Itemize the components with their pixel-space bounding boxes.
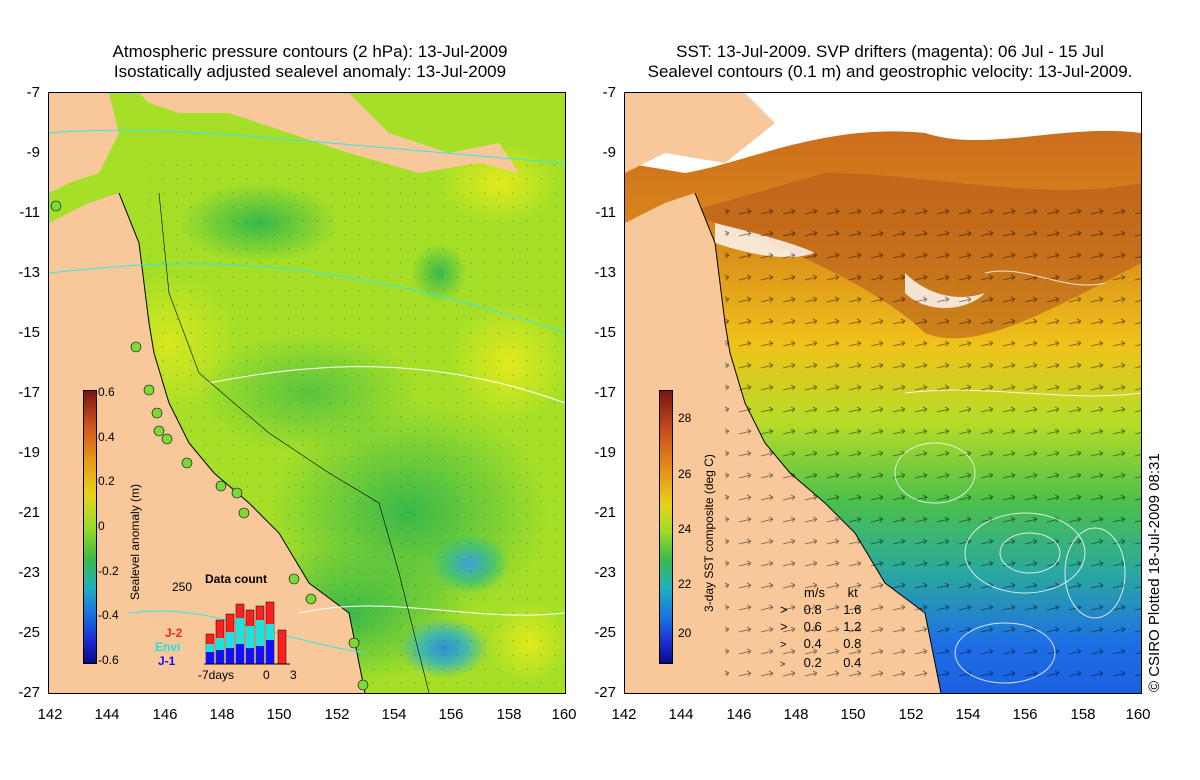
sst-colorbar-tick: 28 xyxy=(678,411,692,425)
velocity-legend-row: > 0.2 0.4 xyxy=(780,654,861,673)
right-y-tick: -7 xyxy=(602,84,616,101)
data-count-title: Data count xyxy=(205,572,268,586)
data-count-xlabel-zero: 0 xyxy=(263,668,270,682)
right-title-line1: SST: 13-Jul-2009. SVP drifters (magenta)… xyxy=(676,42,1104,61)
velocity-arrow-icon: > xyxy=(780,619,788,634)
right-x-tick: 152 xyxy=(898,706,924,723)
left-x-tick: 142 xyxy=(37,706,63,723)
right-x-tick: 142 xyxy=(611,706,637,723)
right-x-tick: 150 xyxy=(840,706,866,723)
velocity-legend: m/s kt > 0.8 1.6 > 0.6 1.2 > 0.4 0.8 > 0… xyxy=(780,584,861,673)
sealevel-anomaly-map xyxy=(48,92,566,694)
sat-label-envi: Envi xyxy=(155,640,181,654)
left-y-tick: -7 xyxy=(26,84,40,101)
left-x-tick: 148 xyxy=(209,706,235,723)
data-count-ymax: 250 xyxy=(172,580,193,594)
right-y-tick: -9 xyxy=(602,144,616,161)
left-y-tick: -9 xyxy=(26,144,40,161)
left-y-tick: -11 xyxy=(19,204,40,221)
right-x-tick: 158 xyxy=(1070,706,1096,723)
left-x-tick: 156 xyxy=(438,706,464,723)
sealevel-colorbar-label: Sealevel anomaly (m) xyxy=(128,483,142,600)
sealevel-colorbar-tick: 0.4 xyxy=(98,430,115,444)
sealevel-colorbar-tick: -0.6 xyxy=(98,653,119,667)
right-y-tick: -15 xyxy=(594,324,616,341)
velocity-legend-kt-header: kt xyxy=(847,585,858,600)
data-count-bars xyxy=(205,601,287,665)
right-x-tick: 156 xyxy=(1012,706,1038,723)
left-y-tick: -19 xyxy=(18,444,40,461)
left-x-tick: 152 xyxy=(324,706,350,723)
left-y-tick: -15 xyxy=(18,324,40,341)
sst-colorbar-tick: 24 xyxy=(678,522,692,536)
sat-label-j2: J-2 xyxy=(165,626,183,640)
velocity-legend-header: m/s kt xyxy=(780,584,861,601)
left-title-line1: Atmospheric pressure contours (2 hPa): 1… xyxy=(112,42,508,61)
credit-text: © CSIRO Plotted 18-Jul-2009 08:31 xyxy=(1146,453,1163,692)
sst-colorbar-label: 3-day SST composite (deg C) xyxy=(702,454,716,612)
right-x-tick: 144 xyxy=(668,706,694,723)
sealevel-colorbar-tick: -0.4 xyxy=(98,608,119,622)
sst-colorbar xyxy=(659,390,673,664)
left-x-tick: 158 xyxy=(496,706,522,723)
left-y-tick: -17 xyxy=(18,384,40,401)
data-count-chart xyxy=(204,601,290,665)
velocity-arrow-icon: > xyxy=(780,659,786,669)
right-x-tick: 148 xyxy=(783,706,809,723)
velocity-legend-row: > 0.4 0.8 xyxy=(780,635,861,654)
left-y-tick: -23 xyxy=(18,564,40,581)
sst-colorbar-tick: 20 xyxy=(678,626,692,640)
velocity-legend-row: > 0.8 1.6 xyxy=(780,602,862,617)
right-x-tick: 154 xyxy=(955,706,981,723)
right-y-tick: -11 xyxy=(595,204,616,221)
sst-colorbar-tick: 26 xyxy=(678,467,692,481)
left-y-tick: -21 xyxy=(18,504,40,521)
left-x-tick: 146 xyxy=(152,706,178,723)
left-title-line2: Isostatically adjusted sealevel anomaly:… xyxy=(113,62,507,81)
right-y-tick: -25 xyxy=(594,624,616,641)
sealevel-colorbar xyxy=(83,390,97,664)
data-count-xlabel-start: -7days xyxy=(198,668,235,682)
right-y-tick: -13 xyxy=(594,264,616,281)
sealevel-colorbar-tick: 0 xyxy=(98,519,105,533)
sealevel-colorbar-tick: -0.2 xyxy=(98,564,119,578)
left-y-tick: -13 xyxy=(18,264,40,281)
sst-colorbar-tick: 22 xyxy=(678,577,692,591)
right-x-tick: 160 xyxy=(1125,706,1151,723)
right-title-line2: Sealevel contours (0.1 m) and geostrophi… xyxy=(647,62,1133,81)
sealevel-colorbar-tick: 0.6 xyxy=(98,385,115,399)
left-x-tick: 144 xyxy=(94,706,120,723)
velocity-legend-row: > 0.6 1.2 xyxy=(780,619,862,634)
right-y-tick: -17 xyxy=(594,384,616,401)
data-count-xlabel-end: 3 xyxy=(290,668,297,682)
left-x-tick: 150 xyxy=(266,706,292,723)
velocity-arrow-icon: > xyxy=(780,639,787,651)
right-y-tick: -19 xyxy=(594,444,616,461)
velocity-arrow-icon: > xyxy=(780,602,788,617)
sst-map xyxy=(624,92,1142,694)
left-x-tick: 160 xyxy=(551,706,577,723)
right-x-tick: 146 xyxy=(726,706,752,723)
right-y-tick: -23 xyxy=(594,564,616,581)
right-y-tick: -21 xyxy=(594,504,616,521)
right-y-tick: -27 xyxy=(594,684,616,701)
velocity-legend-ms-header: m/s xyxy=(804,585,825,600)
sat-label-j1: J-1 xyxy=(158,654,176,668)
left-y-tick: -27 xyxy=(18,684,40,701)
left-y-tick: -25 xyxy=(18,624,40,641)
left-x-tick: 154 xyxy=(381,706,407,723)
sealevel-colorbar-tick: 0.2 xyxy=(98,474,115,488)
